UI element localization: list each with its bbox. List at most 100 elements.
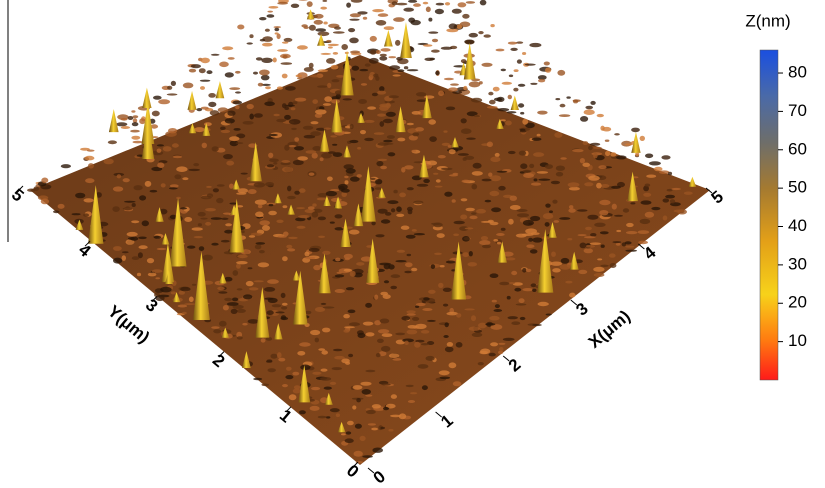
grain xyxy=(408,400,415,403)
grain xyxy=(212,146,219,151)
grain xyxy=(335,214,343,218)
grain xyxy=(446,261,456,264)
grain xyxy=(423,44,432,47)
grain xyxy=(265,182,274,186)
grain xyxy=(469,33,478,38)
grain xyxy=(314,14,323,19)
grain xyxy=(453,173,459,175)
grain xyxy=(343,98,353,100)
grain xyxy=(405,262,413,267)
grain xyxy=(481,236,488,240)
grain xyxy=(210,110,219,116)
grain xyxy=(343,314,350,318)
grain xyxy=(273,58,277,63)
grain xyxy=(274,28,279,31)
grain xyxy=(304,67,314,72)
grain xyxy=(493,87,500,92)
y-tick-label: 3 xyxy=(142,295,161,316)
grain xyxy=(537,134,541,137)
grain xyxy=(578,234,587,236)
grain xyxy=(256,57,263,60)
grain xyxy=(412,229,417,232)
grain xyxy=(365,395,372,397)
grain xyxy=(522,119,528,125)
grain xyxy=(578,270,587,274)
grain xyxy=(180,207,187,209)
grain xyxy=(356,398,361,402)
grain xyxy=(138,237,147,240)
grain xyxy=(235,105,240,109)
grain xyxy=(301,24,307,27)
x-tick-label: 2 xyxy=(505,355,524,376)
grain xyxy=(330,408,340,412)
grain xyxy=(259,17,266,20)
grain xyxy=(200,86,205,90)
grain xyxy=(281,62,293,65)
grain xyxy=(670,199,675,203)
grain xyxy=(597,114,604,117)
grain xyxy=(380,319,390,324)
grain xyxy=(490,342,498,346)
grain xyxy=(248,267,253,269)
grain xyxy=(551,262,563,266)
grain xyxy=(428,18,432,22)
grain xyxy=(569,293,575,298)
grain xyxy=(249,114,254,120)
grain xyxy=(528,238,533,242)
grain xyxy=(480,349,490,355)
grain xyxy=(462,14,469,19)
grain xyxy=(121,118,128,121)
grain xyxy=(443,304,448,307)
grain xyxy=(268,6,278,9)
grain xyxy=(366,410,376,414)
grain xyxy=(353,385,363,390)
grain xyxy=(371,221,375,225)
grain xyxy=(112,206,119,212)
grain xyxy=(457,24,463,29)
grain xyxy=(262,225,270,231)
grain xyxy=(363,322,373,326)
grain xyxy=(349,230,360,235)
grain xyxy=(171,291,177,294)
grain xyxy=(158,99,170,104)
grain xyxy=(277,86,283,89)
grain xyxy=(597,258,602,260)
grain xyxy=(332,79,340,82)
grain xyxy=(381,219,390,223)
grain xyxy=(132,256,140,260)
grain xyxy=(182,177,188,180)
grain xyxy=(384,280,389,283)
grain xyxy=(231,309,238,314)
grain xyxy=(552,268,561,272)
grain xyxy=(522,268,526,273)
grain xyxy=(117,174,122,178)
grain xyxy=(297,351,305,356)
grain xyxy=(365,303,372,308)
grain xyxy=(526,244,534,248)
grain xyxy=(453,234,459,237)
grain xyxy=(389,65,400,70)
grain xyxy=(362,389,371,395)
grain xyxy=(389,353,399,358)
grain xyxy=(588,175,600,180)
grain xyxy=(350,271,356,277)
grain xyxy=(569,187,580,191)
grain xyxy=(582,163,590,167)
grain xyxy=(58,204,65,209)
grain xyxy=(320,377,331,381)
grain xyxy=(372,9,384,12)
chart: Z(nm) X(μm) Y(μm) 0123450123451020304050… xyxy=(0,0,825,488)
grain xyxy=(640,136,645,141)
grain xyxy=(401,226,410,230)
grain xyxy=(139,195,146,200)
grain xyxy=(391,394,397,399)
grain xyxy=(532,324,542,326)
grain xyxy=(184,217,192,222)
grain xyxy=(410,392,417,394)
grain xyxy=(383,407,389,410)
grain xyxy=(537,111,547,115)
grain xyxy=(189,69,196,73)
grain xyxy=(315,109,327,114)
grain xyxy=(560,157,566,159)
grain xyxy=(516,234,527,238)
